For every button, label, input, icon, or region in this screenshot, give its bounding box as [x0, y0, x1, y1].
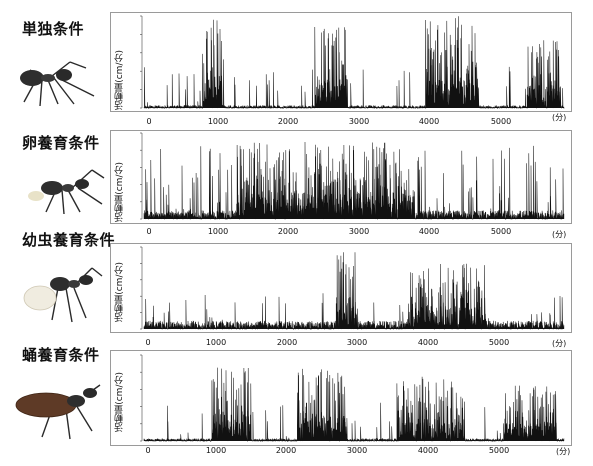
x-tick: 2000 [275, 446, 297, 455]
x-tick: 2000 [276, 338, 298, 347]
panel-pupa: 蛹養育条件 活動量(cm/分) 0 1000 2000 3000 4000 50… [0, 0, 593, 456]
x-tick: 4000 [417, 446, 439, 455]
activity-series-line [143, 252, 565, 331]
x-tick: 1000 [205, 446, 227, 455]
panel-egg: 卵養育条件 活動量(cm/分) 0 1000 2000 3000 4000 50… [0, 0, 593, 239]
x-tick: 4000 [418, 227, 440, 236]
ant-egg-image [28, 169, 105, 215]
x-unit: (分) [552, 230, 567, 239]
x-unit: (分) [556, 447, 571, 456]
x-tick: 5000 [488, 338, 510, 347]
x-tick: 5000 [490, 117, 512, 126]
x-tick: 5000 [490, 227, 512, 236]
activity-series-line [143, 367, 565, 443]
activity-plot [140, 15, 565, 110]
x-tick: 3000 [346, 446, 368, 455]
x-tick: 2000 [277, 117, 299, 126]
condition-label: 蛹養育条件 [22, 346, 100, 364]
x-unit: (分) [552, 113, 567, 122]
condition-label: 幼虫養育条件 [22, 231, 116, 249]
ant-pupa-image [15, 384, 101, 440]
x-tick: 4000 [417, 338, 439, 347]
ant-larva-image [23, 267, 103, 323]
x-tick: 1000 [205, 338, 227, 347]
panel-larva: 幼虫養育条件 活動量(cm/分) 0 1000 2000 3000 4000 5… [0, 0, 593, 348]
activity-plot [140, 246, 565, 331]
panel-solitary: 単独条件 活動量(cm/分) 0 1000 2000 3000 4000 500… [0, 0, 593, 126]
x-tick: 2000 [277, 227, 299, 236]
x-tick: 0 [145, 338, 151, 347]
ant-solitary-image [20, 61, 95, 107]
x-tick: 0 [145, 446, 151, 455]
condition-label: 卵養育条件 [22, 134, 100, 152]
x-tick: 4000 [418, 117, 440, 126]
x-tick: 1000 [207, 227, 229, 236]
x-tick: 3000 [346, 338, 368, 347]
activity-series-line [143, 16, 565, 110]
condition-label: 単独条件 [22, 20, 85, 38]
x-tick: 3000 [348, 117, 370, 126]
x-tick: 3000 [348, 227, 370, 236]
y-axis-label: 活動量(cm/分) [115, 372, 125, 432]
x-tick: 5000 [488, 446, 510, 455]
y-axis-label: 活動量(cm/分) [115, 162, 125, 222]
activity-series-line [143, 141, 565, 221]
activity-plot [140, 132, 565, 221]
x-tick: 0 [146, 117, 152, 126]
x-tick: 1000 [207, 117, 229, 126]
x-tick: 0 [146, 227, 152, 236]
y-axis-label: 活動量(cm/分) [115, 262, 125, 322]
activity-plot [140, 354, 565, 443]
x-unit: (分) [552, 339, 567, 348]
